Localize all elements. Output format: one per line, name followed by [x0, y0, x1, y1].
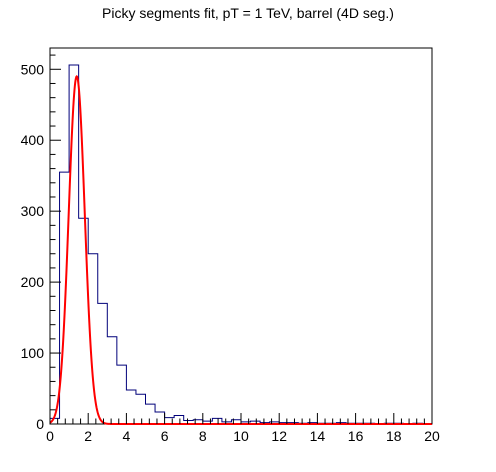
x-tick-label: 8 — [199, 428, 207, 444]
histogram-bin — [136, 394, 146, 424]
x-tick-label: 2 — [84, 428, 92, 444]
y-tick-label: 200 — [21, 274, 45, 290]
histogram-bin — [98, 303, 108, 424]
chart-title: Picky segments fit, pT = 1 TeV, barrel (… — [102, 5, 394, 21]
x-tick-label: 0 — [46, 428, 54, 444]
x-tick-label: 6 — [161, 428, 169, 444]
x-tick-label: 10 — [233, 428, 249, 444]
x-tick-label: 18 — [386, 428, 402, 444]
x-tick-label: 16 — [348, 428, 364, 444]
y-tick-label: 0 — [36, 416, 44, 432]
y-tick-label: 400 — [21, 132, 45, 148]
y-tick-label: 100 — [21, 345, 45, 361]
x-tick-label: 20 — [424, 428, 440, 444]
y-tick-label: 300 — [21, 203, 45, 219]
x-tick-label: 12 — [271, 428, 287, 444]
x-tick-label: 14 — [310, 428, 326, 444]
histogram-bin — [174, 415, 184, 424]
histogram-bin — [146, 404, 156, 424]
histogram-bin — [117, 365, 127, 424]
x-tick-label: 4 — [123, 428, 131, 444]
histogram-bin — [69, 65, 79, 424]
histogram-bin — [107, 337, 117, 424]
y-tick-label: 500 — [21, 61, 45, 77]
